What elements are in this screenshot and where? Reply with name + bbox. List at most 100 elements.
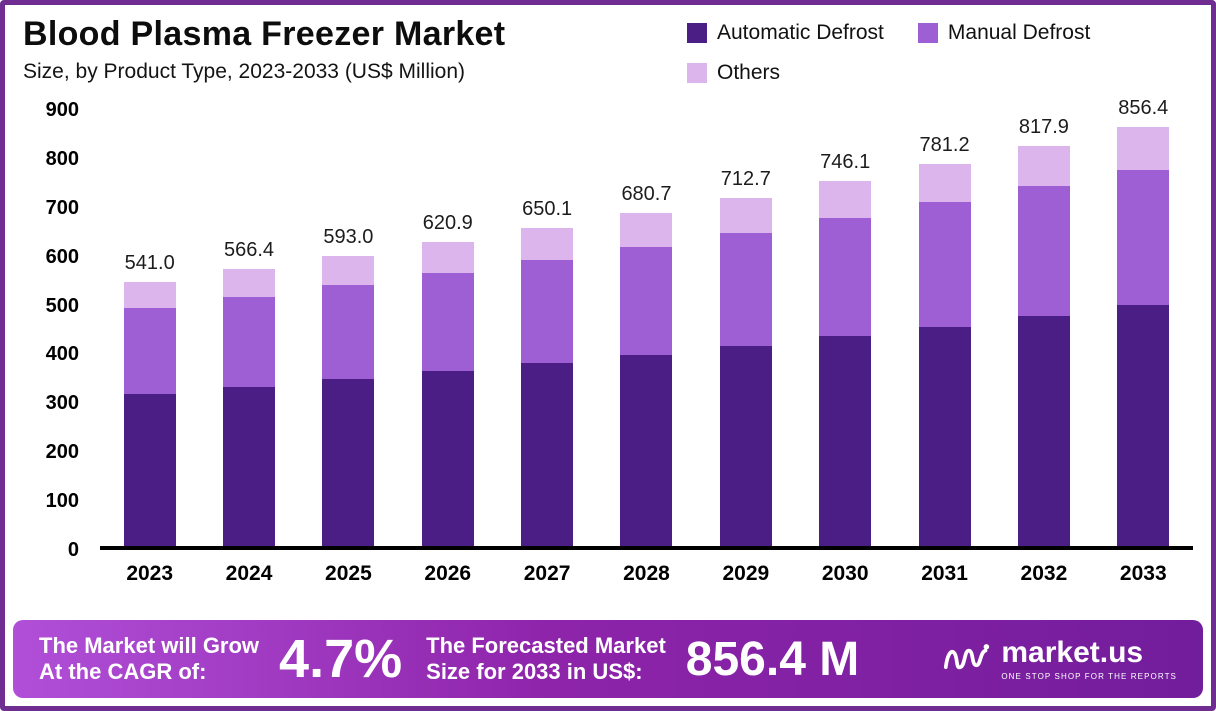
legend-label: Others	[717, 61, 781, 84]
bar-group-2027: 650.1 2027	[521, 110, 574, 585]
bar-segment-manual-defrost	[421, 273, 474, 372]
x-axis-label: 2031	[921, 562, 968, 585]
bar-segment-others	[322, 256, 375, 286]
brand-name: market.us	[1001, 635, 1144, 669]
bar-segment-automatic-defrost	[223, 386, 276, 546]
page-title: Blood Plasma Freezer Market	[23, 15, 506, 53]
cagr-value: 4.7%	[279, 629, 403, 689]
bottom-banner: The Market will Grow At the CAGR of: 4.7…	[13, 620, 1203, 698]
bar-segment-manual-defrost	[322, 285, 375, 380]
bar-total-label: 817.9	[1018, 116, 1069, 139]
legend: Automatic Defrost Manual Defrost Others	[687, 21, 1187, 85]
legend-swatch	[687, 63, 707, 83]
x-axis-label: 2033	[1119, 562, 1167, 585]
x-axis-label: 2030	[821, 562, 869, 585]
bar-segment-manual-defrost	[620, 246, 673, 355]
bar-segment-manual-defrost	[719, 232, 772, 346]
x-axis-label: 2027	[523, 562, 571, 585]
bar-segment-manual-defrost	[1017, 186, 1070, 317]
legend-item-manual-defrost: Manual Defrost	[917, 21, 1091, 45]
x-axis-label: 2025	[325, 562, 372, 585]
y-axis-tick: 200	[45, 441, 79, 464]
bar-segment-others	[421, 242, 474, 274]
bar-total-label: 620.9	[422, 212, 473, 235]
bar-group-2026: 620.9 2026	[421, 110, 474, 585]
legend-label: Manual Defrost	[947, 21, 1091, 44]
bar-group-2033: 856.4 2033	[1117, 97, 1170, 585]
x-axis-label: 2024	[225, 562, 273, 585]
bar-segment-others	[1117, 127, 1170, 170]
bar-segment-automatic-defrost	[719, 345, 772, 546]
bar-group-2032: 817.9 2032	[1017, 110, 1070, 585]
legend-item-others: Others	[687, 61, 780, 85]
bar-total-label: 566.4	[224, 239, 275, 262]
y-axis-tick: 600	[45, 245, 79, 268]
bar-total-label: 541.0	[124, 251, 175, 274]
y-axis-tick: 400	[45, 343, 79, 366]
bar-segment-others	[123, 281, 176, 308]
brand-logo: market.us ONE STOP SHOP FOR THE REPORTS	[943, 635, 1177, 681]
marketus-logo-icon	[943, 641, 991, 678]
legend-swatch	[687, 23, 707, 43]
bar-segment-others	[918, 164, 971, 203]
bar-group-2024: 566.4 2024	[223, 110, 276, 585]
bar-chart-plot: 541.0 2023 566.4 2024 593.0 2025 620.9 2026 650.…	[100, 97, 1193, 585]
y-axis-tick: 300	[45, 392, 79, 415]
bar-group-2030: 746.1 2030	[819, 110, 872, 585]
bar-segment-others	[719, 197, 772, 233]
bar-segment-manual-defrost	[1117, 169, 1170, 306]
bar-segment-automatic-defrost	[620, 354, 673, 546]
bar-segment-manual-defrost	[123, 307, 176, 394]
x-axis-label: 2029	[722, 562, 770, 585]
bar-group-2025: 593.0 2025	[322, 110, 375, 585]
brand-tagline: ONE STOP SHOP FOR THE REPORTS	[1001, 671, 1177, 681]
x-axis-label: 2032	[1020, 562, 1068, 585]
bar-total-label: 746.1	[820, 151, 871, 174]
bar-segment-manual-defrost	[819, 217, 872, 337]
forecast-value: 856.4 M	[685, 632, 860, 686]
legend-item-automatic-defrost: Automatic Defrost	[687, 21, 884, 45]
bar-total-label: 856.4	[1118, 97, 1169, 120]
chart-header: Blood Plasma Freezer Market Size, by Pro…	[23, 15, 505, 84]
page-subtitle: Size, by Product Type, 2023-2033 (US$ Mi…	[23, 60, 466, 83]
bar-total-label: 680.7	[621, 183, 672, 206]
x-axis-label: 2023	[126, 562, 174, 585]
bar-total-label: 781.2	[919, 134, 970, 157]
bar-segment-automatic-defrost	[521, 363, 574, 546]
bar-group-2028: 680.7 2028	[620, 110, 673, 585]
y-axis-tick: 900	[45, 99, 79, 121]
forecast-label: The Forecasted Market Size for 2033 in U…	[426, 632, 666, 684]
y-axis-tick: 500	[45, 294, 79, 317]
bar-segment-automatic-defrost	[1117, 305, 1170, 546]
cagr-label: The Market will Grow At the CAGR of:	[39, 632, 260, 684]
bar-segment-manual-defrost	[521, 260, 574, 364]
legend-swatch	[917, 23, 938, 43]
bar-total-label: 650.1	[522, 198, 573, 221]
y-axis-tick: 100	[45, 490, 79, 513]
y-axis: 0 100 200 300 400 500 600 700 800 900	[5, 99, 87, 561]
y-axis-tick: 800	[45, 147, 79, 170]
bar-segment-automatic-defrost	[123, 393, 176, 546]
bar-group-2029: 712.7 2029	[719, 110, 772, 585]
brand-text: market.us ONE STOP SHOP FOR THE REPORTS	[1001, 635, 1177, 681]
bar-total-label: 712.7	[720, 167, 771, 190]
bar-segment-manual-defrost	[223, 296, 276, 387]
bar-segment-automatic-defrost	[1017, 316, 1070, 546]
bar-segment-automatic-defrost	[421, 371, 474, 546]
legend-label: Automatic Defrost	[717, 21, 884, 44]
bar-segment-others	[223, 269, 276, 297]
bar-segment-automatic-defrost	[918, 326, 971, 546]
bar-segment-others	[819, 181, 872, 218]
bar-group-2023: 541.0 2023	[123, 110, 176, 585]
bar-segment-manual-defrost	[918, 202, 971, 327]
bar-segment-automatic-defrost	[819, 336, 872, 546]
x-axis-label: 2028	[623, 562, 670, 585]
bar-total-label: 593.0	[323, 226, 374, 249]
x-axis-label: 2026	[424, 562, 472, 585]
bar-segment-automatic-defrost	[322, 379, 375, 546]
bar-group-2031: 781.2 2031	[918, 110, 971, 585]
bar-segment-others	[521, 228, 574, 261]
bar-segment-others	[1017, 146, 1070, 187]
bar-segment-others	[620, 213, 673, 247]
